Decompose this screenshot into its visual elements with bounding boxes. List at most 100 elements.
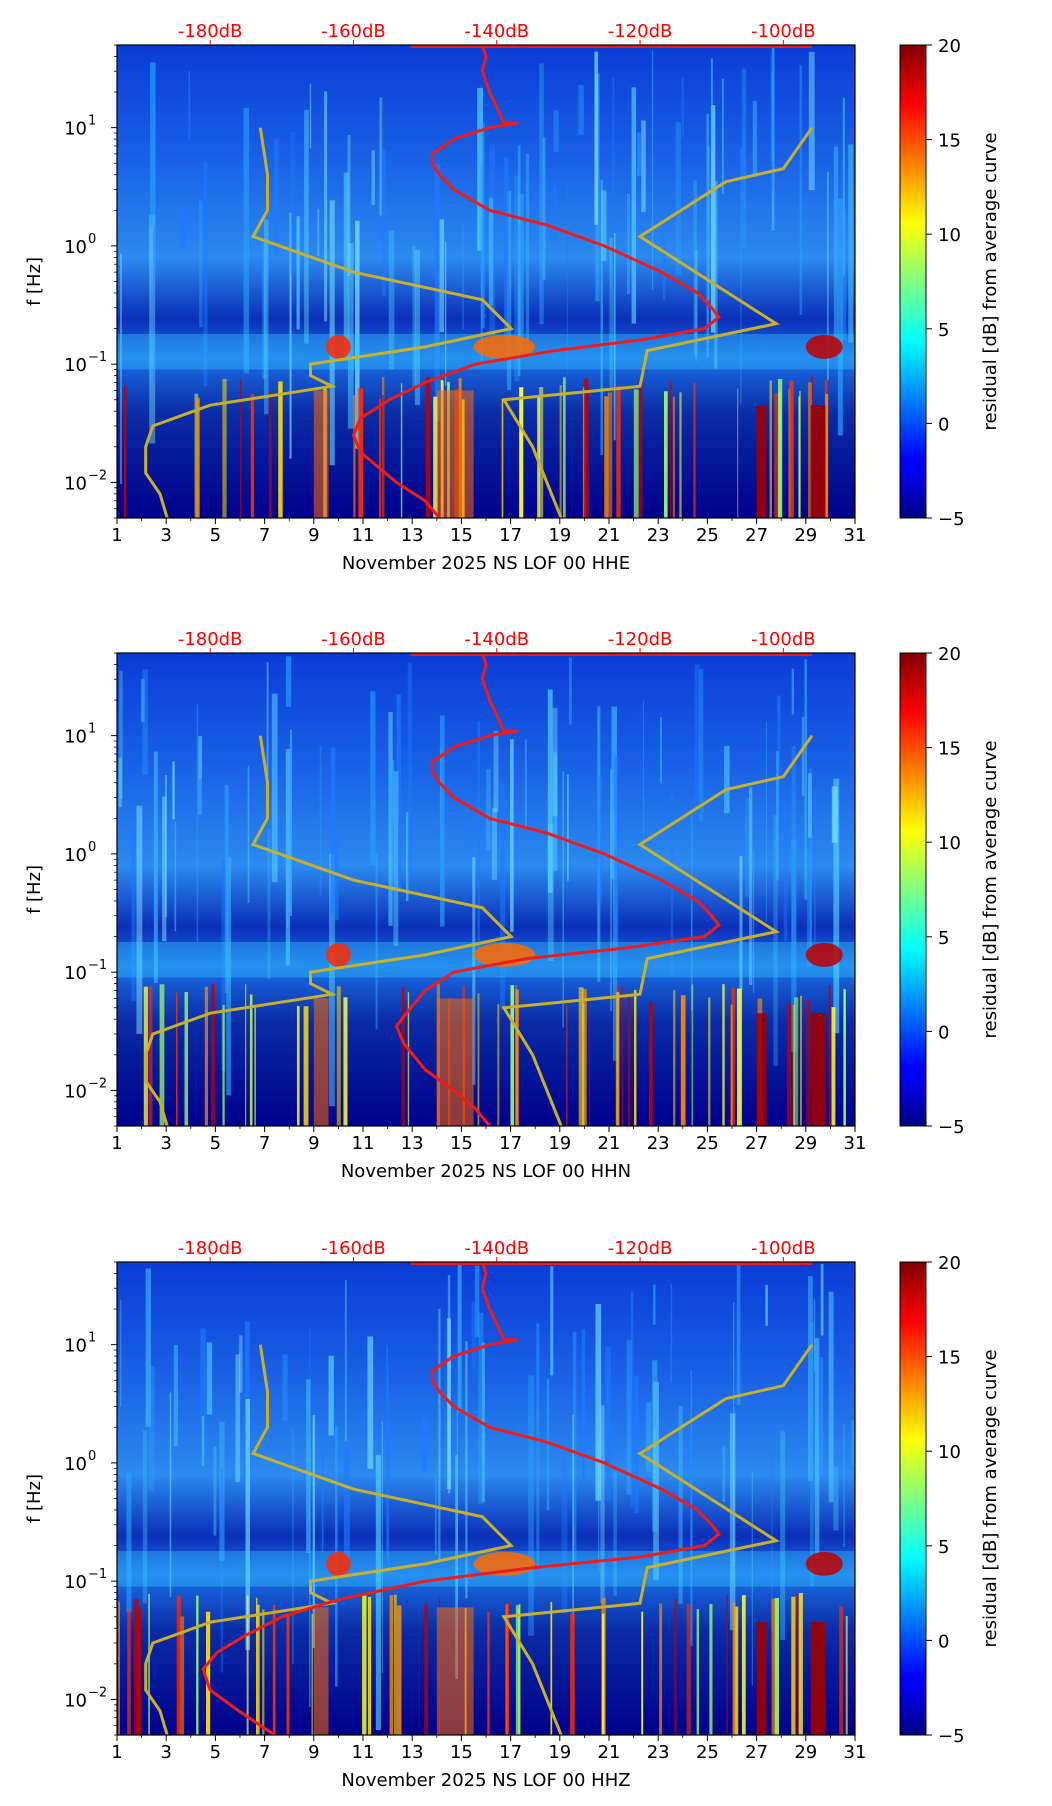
x-tick-label: 27 [745,525,768,546]
y-tick-base: 10 [64,1336,87,1357]
noise-model-high-line [501,734,814,1126]
y-tick-exponent: 0 [88,840,96,855]
top-db-tick-label: -140dB [464,1238,529,1259]
y-tick-exponent: 0 [88,232,96,247]
colorbar-tick-label: 15 [938,131,961,152]
colorbar-label: residual [dB] from average curve [980,1349,1001,1647]
y-tick-base: 10 [64,845,87,866]
y-tick-exponent: −2 [88,1076,107,1091]
y-tick-label: 10 0 [64,840,96,866]
y-tick-exponent: 1 [88,722,96,737]
top-db-tick-label: -100dB [751,629,816,650]
x-tick-label: 11 [352,1742,375,1763]
colorbar-tick-label: −5 [938,509,965,530]
y-tick-exponent: −2 [88,1685,107,1700]
x-tick-label: 15 [450,1742,473,1763]
x-tick-label: 3 [160,1742,171,1763]
colorbar-tick-label: 20 [938,644,961,665]
x-tick-label: 23 [647,1133,670,1154]
noise-model-high-line [501,126,814,518]
top-db-tick-label: -180dB [178,1238,243,1259]
x-tick-label: 13 [401,1742,424,1763]
x-tick-label: 31 [844,1742,867,1763]
y-tick-label: 10 1 [64,114,96,140]
x-tick-label: 5 [210,525,221,546]
y-tick-base: 10 [64,355,87,376]
y-tick-label: 10 1 [64,722,96,748]
x-tick-label: 25 [696,525,719,546]
x-tick-label: 5 [210,1742,221,1763]
y-tick-label: 10 −2 [64,468,107,494]
y-tick-label: 10 −2 [64,1076,107,1102]
x-tick-label: 7 [259,1133,270,1154]
noise-model-low-line [144,735,515,1126]
y-tick-label: 10 1 [64,1331,96,1357]
x-tick-label: 29 [794,1742,817,1763]
y-tick-base: 10 [64,237,87,258]
y-tick-exponent: −2 [88,468,107,483]
x-tick-label: 11 [352,1133,375,1154]
colorbar-gradient [899,44,927,519]
x-tick-label: 21 [598,1742,621,1763]
top-db-tick-label: -180dB [178,21,243,42]
colorbar-tick-label: −5 [938,1117,965,1138]
top-db-tick-label: -160dB [321,629,386,650]
spectrogram-1 [117,45,855,518]
colorbar: 20 15 10 5 0 −5 residual [dB] from average cur… [899,36,1001,530]
x-tick-label: 7 [259,525,270,546]
x-tick-label: 15 [450,1133,473,1154]
x-tick-label: 11 [352,525,375,546]
colorbar-tick-label: 15 [938,739,961,760]
x-tick-label: 17 [499,1133,522,1154]
x-tick-label: 9 [308,1133,319,1154]
colorbar-tick-label: 0 [938,414,949,435]
spectrogram-2 [117,653,855,1126]
x-axis-label: November 2025 NS LOF 00 HHZ [341,1770,630,1791]
y-tick-label: 10 −1 [64,958,107,984]
colorbar-tick-label: 20 [938,36,961,57]
average-psd-curve [394,653,721,1126]
x-tick-label: 21 [598,525,621,546]
colorbar-tick-label: 5 [938,928,949,949]
top-db-tick-label: -120dB [608,21,673,42]
spectrogram-background [117,1262,855,1735]
x-tick-label: 5 [210,1133,221,1154]
y-tick-exponent: −1 [88,958,107,973]
y-tick-label: 10 −1 [64,1567,107,1593]
x-tick-label: 25 [696,1133,719,1154]
x-tick-label: 1 [111,1742,122,1763]
colorbar: 20 15 10 5 0 −5 residual [dB] from average cur… [899,1253,1001,1747]
x-tick-label: 21 [598,1133,621,1154]
x-tick-label: 23 [647,525,670,546]
noise-model-high-line [501,1343,814,1735]
x-tick-label: 19 [548,1742,571,1763]
x-tick-label: 23 [647,1742,670,1763]
y-tick-exponent: 1 [88,1331,96,1346]
y-tick-exponent: 0 [88,1449,96,1464]
top-db-tick-label: -120dB [608,629,673,650]
y-tick-base: 10 [64,727,87,748]
colorbar-tick-label: 5 [938,1537,949,1558]
average-psd-curve [351,45,721,518]
colorbar-label: residual [dB] from average curve [980,132,1001,430]
y-tick-exponent: −1 [88,1567,107,1582]
spectrogram-3 [117,1262,855,1735]
x-tick-label: 17 [499,525,522,546]
x-tick-label: 13 [401,525,424,546]
x-axis-label: November 2025 NS LOF 00 HHN [341,1161,631,1182]
x-tick-label: 27 [745,1133,768,1154]
top-db-tick-label: -180dB [178,629,243,650]
y-axis-label: f [Hz] [24,1474,45,1523]
x-tick-label: 3 [160,1133,171,1154]
x-tick-label: 15 [450,525,473,546]
noise-model-low-line [144,127,515,518]
x-tick-label: 27 [745,1742,768,1763]
top-db-tick-label: -140dB [464,21,529,42]
x-tick-label: 17 [499,1742,522,1763]
y-tick-label: 10 −1 [64,350,107,376]
x-tick-label: 1 [111,1133,122,1154]
average-psd-curve [201,1262,721,1735]
